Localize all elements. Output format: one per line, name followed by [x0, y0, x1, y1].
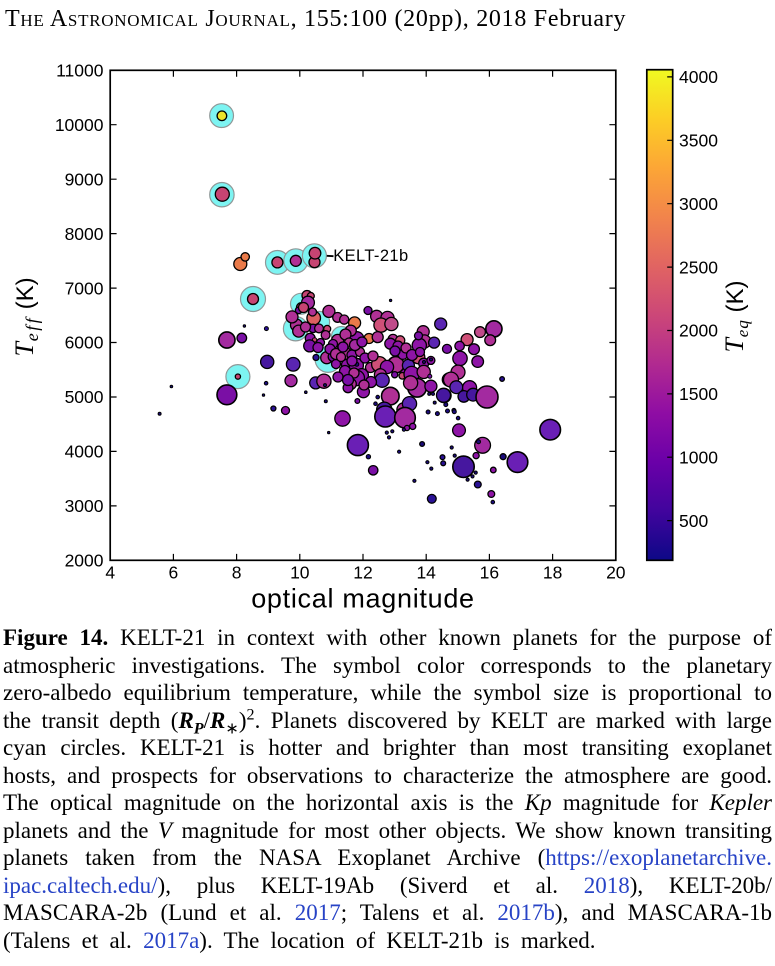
- svg-text:8000: 8000: [65, 224, 104, 244]
- svg-text:2000: 2000: [65, 551, 104, 571]
- svg-text:4: 4: [105, 563, 115, 583]
- svg-text:20: 20: [606, 563, 626, 583]
- svg-text:5000: 5000: [65, 387, 104, 407]
- svg-text:8: 8: [232, 563, 242, 583]
- svg-text:1000: 1000: [679, 447, 718, 467]
- svg-text:10: 10: [290, 563, 310, 583]
- svg-text:9000: 9000: [65, 169, 104, 189]
- svg-text:optical magnitude: optical magnitude: [251, 584, 475, 614]
- svg-text:3000: 3000: [65, 496, 104, 516]
- svg-text:4000: 4000: [679, 67, 718, 87]
- svg-text:6: 6: [169, 563, 179, 583]
- svg-text:11000: 11000: [56, 61, 104, 81]
- svg-text:Teq (K): Teq (K): [720, 281, 752, 353]
- svg-text:12: 12: [353, 563, 372, 583]
- svg-text:4000: 4000: [65, 442, 104, 462]
- svg-text:1500: 1500: [679, 384, 718, 404]
- svg-text:KELT-21b: KELT-21b: [333, 247, 408, 265]
- svg-text:500: 500: [679, 511, 708, 531]
- svg-text:16: 16: [480, 563, 499, 583]
- svg-text:10000: 10000: [55, 115, 104, 135]
- svg-text:Teff (K): Teff (K): [10, 277, 42, 356]
- svg-text:14: 14: [416, 563, 436, 583]
- svg-text:2500: 2500: [679, 257, 718, 277]
- svg-text:6000: 6000: [65, 333, 104, 353]
- svg-text:3000: 3000: [679, 194, 718, 214]
- svg-text:2000: 2000: [679, 321, 718, 341]
- svg-text:3500: 3500: [679, 131, 718, 151]
- svg-text:7000: 7000: [65, 278, 104, 298]
- svg-text:18: 18: [543, 563, 562, 583]
